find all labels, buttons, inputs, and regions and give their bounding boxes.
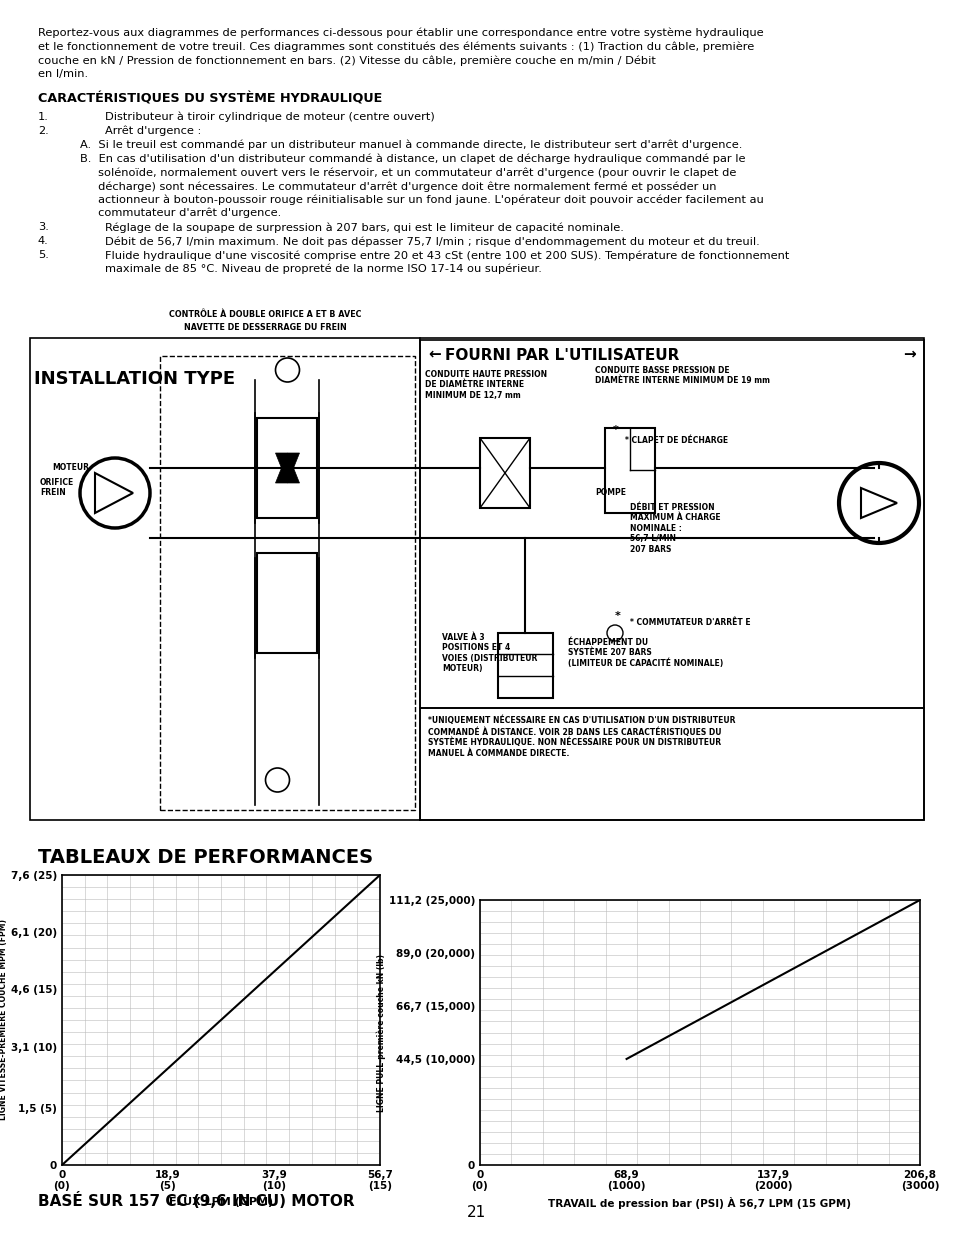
Text: TABLEAUX DE PERFORMANCES: TABLEAUX DE PERFORMANCES xyxy=(38,848,373,867)
Text: ←: ← xyxy=(428,346,440,361)
Text: SYSTÈME HYDRAULIQUE. NON NÉCESSAIRE POUR UN DISTRIBUTEUR: SYSTÈME HYDRAULIQUE. NON NÉCESSAIRE POUR… xyxy=(428,739,720,747)
Text: FOURNI PAR L'UTILISATEUR: FOURNI PAR L'UTILISATEUR xyxy=(444,348,679,363)
Text: couche en kN / Pression de fonctionnement en bars. (2) Vitesse du câble, premièr: couche en kN / Pression de fonctionnemen… xyxy=(38,56,656,65)
Text: DÉBIT ET PRESSION
MAXIMUM À CHARGE
NOMINALE :
56,7 L/MIN
207 BARS: DÉBIT ET PRESSION MAXIMUM À CHARGE NOMIN… xyxy=(629,503,720,553)
Text: solénoïde, normalement ouvert vers le réservoir, et un commutateur d'arrêt d'urg: solénoïde, normalement ouvert vers le ré… xyxy=(80,168,736,178)
Text: CONDUITE BASSE PRESSION DE
DIAMÈTRE INTERNE MINIMUM DE 19 mm: CONDUITE BASSE PRESSION DE DIAMÈTRE INTE… xyxy=(595,366,769,385)
X-axis label: FLUX LPM (GPM): FLUX LPM (GPM) xyxy=(169,1197,273,1207)
Circle shape xyxy=(606,625,622,641)
Text: CONDUITE HAUTE PRESSION
DE DIAMÈTRE INTERNE
MINIMUM DE 12,7 mm: CONDUITE HAUTE PRESSION DE DIAMÈTRE INTE… xyxy=(424,370,547,400)
Text: COMMANDÉ À DISTANCE. VOIR 2B DANS LES CARACTÉRISTIQUES DU: COMMANDÉ À DISTANCE. VOIR 2B DANS LES CA… xyxy=(428,727,720,736)
Text: Reportez-vous aux diagrammes de performances ci-dessous pour établir une corresp: Reportez-vous aux diagrammes de performa… xyxy=(38,28,762,38)
Text: MANUEL À COMMANDE DIRECTE.: MANUEL À COMMANDE DIRECTE. xyxy=(428,748,569,758)
Bar xyxy=(497,634,553,698)
Text: A.  Si le treuil est commandé par un distributeur manuel à commande directe, le : A. Si le treuil est commandé par un dist… xyxy=(80,140,741,151)
Bar xyxy=(160,356,415,810)
Circle shape xyxy=(265,768,289,792)
Text: MOTEUR: MOTEUR xyxy=(52,463,89,472)
Text: Réglage de la soupape de surpression à 207 bars, qui est le limiteur de capacité: Réglage de la soupape de surpression à 2… xyxy=(105,222,623,233)
Text: *: * xyxy=(615,611,620,621)
Text: B.  En cas d'utilisation d'un distributeur commandé à distance, un clapet de déc: B. En cas d'utilisation d'un distributeu… xyxy=(80,154,744,164)
Text: 3.: 3. xyxy=(38,222,49,232)
Text: et le fonctionnement de votre treuil. Ces diagrammes sont constitués des élément: et le fonctionnement de votre treuil. Ce… xyxy=(38,42,754,52)
Text: 2.: 2. xyxy=(38,126,49,136)
Text: 4.: 4. xyxy=(38,236,49,247)
Y-axis label: LIGNE VITESSE-PREMIÈRE COUCHE MPM (FPM): LIGNE VITESSE-PREMIÈRE COUCHE MPM (FPM) xyxy=(0,920,9,1120)
Text: BASÉ SUR 157 CC (9,6 IN CU) MOTOR: BASÉ SUR 157 CC (9,6 IN CU) MOTOR xyxy=(38,1192,355,1209)
Polygon shape xyxy=(275,453,299,483)
Text: ORIFICE
FREIN: ORIFICE FREIN xyxy=(40,478,74,498)
Text: 21: 21 xyxy=(467,1205,486,1220)
Bar xyxy=(257,553,317,653)
Text: maximale de 85 °C. Niveau de propreté de la norme ISO 17-14 ou supérieur.: maximale de 85 °C. Niveau de propreté de… xyxy=(105,264,541,274)
Bar xyxy=(419,708,923,820)
Text: *UNIQUEMENT NÉCESSAIRE EN CAS D'UTILISATION D'UN DISTRIBUTEUR: *UNIQUEMENT NÉCESSAIRE EN CAS D'UTILISAT… xyxy=(428,716,735,725)
Circle shape xyxy=(275,358,299,382)
Text: INSTALLATION TYPE: INSTALLATION TYPE xyxy=(34,370,234,388)
Y-axis label: LIGNE PULL-première couche kN (lb): LIGNE PULL-première couche kN (lb) xyxy=(376,953,386,1112)
Text: Débit de 56,7 l/min maximum. Ne doit pas dépasser 75,7 l/min ; risque d'endommag: Débit de 56,7 l/min maximum. Ne doit pas… xyxy=(105,236,759,247)
Text: actionneur à bouton-poussoir rouge réinitialisable sur un fond jaune. L'opérateu: actionneur à bouton-poussoir rouge réini… xyxy=(80,194,763,205)
Polygon shape xyxy=(275,453,299,483)
Text: décharge) sont nécessaires. Le commutateur d'arrêt d'urgence doit être normaleme: décharge) sont nécessaires. Le commutate… xyxy=(80,182,716,191)
Text: CONTRÔLE À DOUBLE ORIFICE A ET B AVEC: CONTRÔLE À DOUBLE ORIFICE A ET B AVEC xyxy=(169,310,361,319)
Bar xyxy=(30,338,923,820)
Text: POMPE: POMPE xyxy=(595,488,625,496)
X-axis label: TRAVAIL de pression bar (PSI) À 56,7 LPM (15 GPM): TRAVAIL de pression bar (PSI) À 56,7 LPM… xyxy=(548,1197,851,1209)
Text: commutateur d'arrêt d'urgence.: commutateur d'arrêt d'urgence. xyxy=(80,207,281,219)
Text: * COMMUTATEUR D'ARRÊT E: * COMMUTATEUR D'ARRÊT E xyxy=(629,618,750,627)
Text: NAVETTE DE DESSERRAGE DU FREIN: NAVETTE DE DESSERRAGE DU FREIN xyxy=(183,324,346,332)
Text: Arrêt d'urgence :: Arrêt d'urgence : xyxy=(105,126,201,137)
Circle shape xyxy=(80,458,150,529)
Circle shape xyxy=(838,463,918,543)
Text: *: * xyxy=(613,425,618,435)
Bar xyxy=(419,340,923,708)
Text: 5.: 5. xyxy=(38,251,49,261)
Text: 1.: 1. xyxy=(38,112,49,122)
Text: Distributeur à tiroir cylindrique de moteur (centre ouvert): Distributeur à tiroir cylindrique de mot… xyxy=(105,112,435,122)
Text: * CLAPET DE DÉCHARGE: * CLAPET DE DÉCHARGE xyxy=(624,436,727,445)
Bar xyxy=(479,438,530,508)
Text: ÉCHAPPEMENT DU
SYSTÈME 207 BARS
(LIMITEUR DE CAPACITÉ NOMINALE): ÉCHAPPEMENT DU SYSTÈME 207 BARS (LIMITEU… xyxy=(567,638,722,668)
Text: VALVE À 3
POSITIONS ET 4
VOIES (DISTRIBUTEUR
MOTEUR): VALVE À 3 POSITIONS ET 4 VOIES (DISTRIBU… xyxy=(441,634,537,673)
Text: CARACTÉRISTIQUES DU SYSTÈME HYDRAULIQUE: CARACTÉRISTIQUES DU SYSTÈME HYDRAULIQUE xyxy=(38,91,382,105)
Text: Fluide hydraulique d'une viscosité comprise entre 20 et 43 cSt (entre 100 et 200: Fluide hydraulique d'une viscosité compr… xyxy=(105,251,788,261)
Text: en l/min.: en l/min. xyxy=(38,68,88,79)
Text: →: → xyxy=(902,346,915,361)
Bar xyxy=(257,417,317,517)
Bar xyxy=(604,429,655,513)
